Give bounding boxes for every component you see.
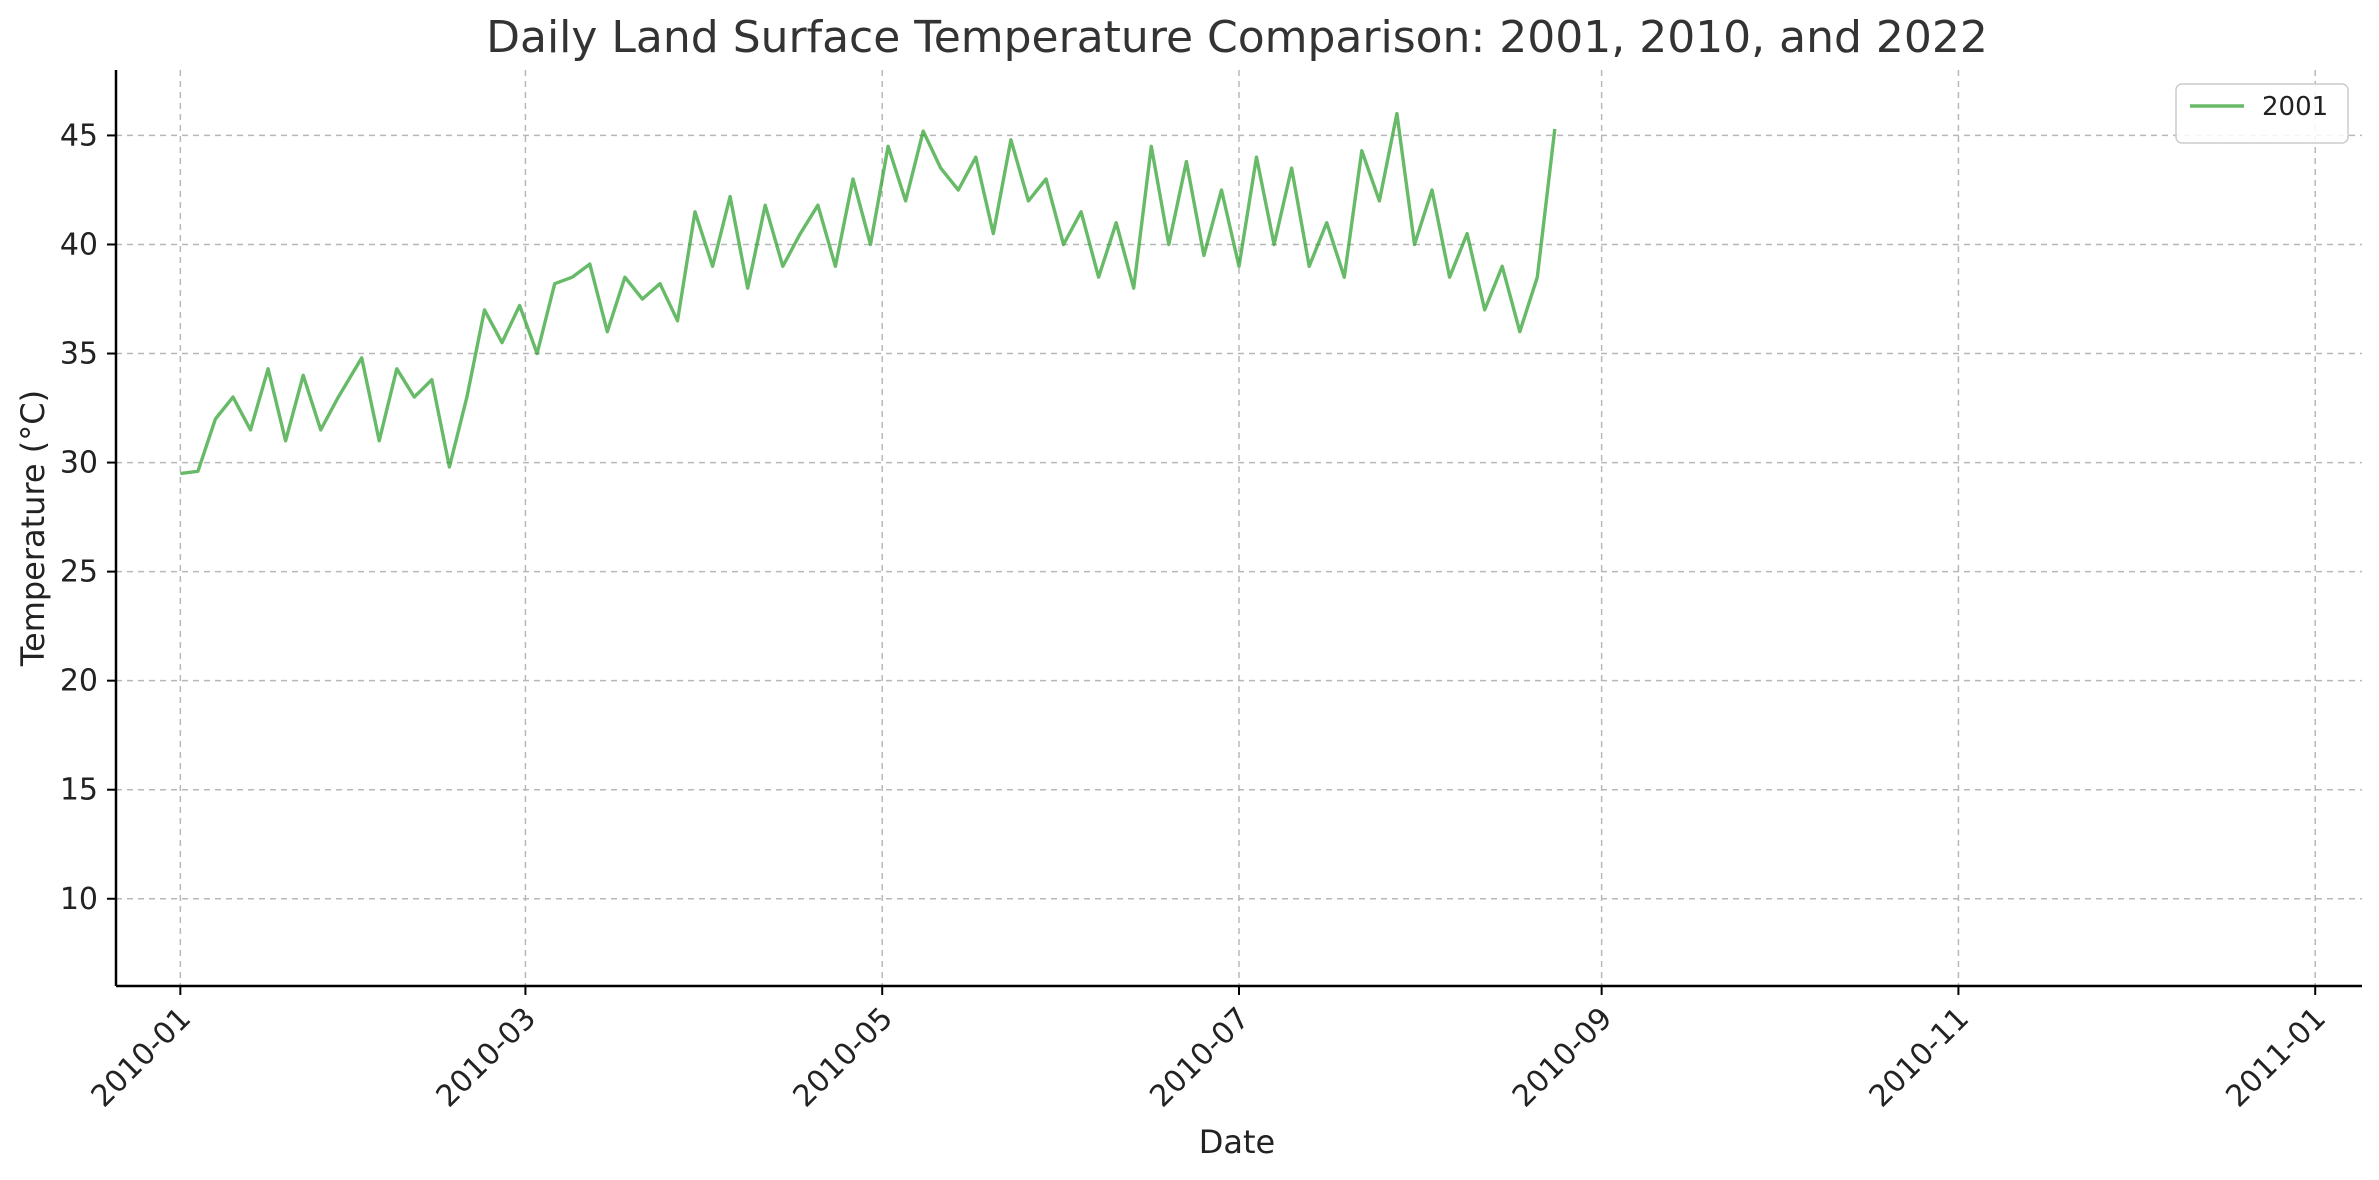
y-tick-label-20: 20	[60, 664, 98, 699]
axes	[107, 70, 2362, 995]
y-tick-label-30: 30	[60, 446, 98, 481]
y-tick-label-25: 25	[60, 555, 98, 590]
y-tick-label-10: 10	[60, 882, 98, 917]
series-lines	[180, 111, 1557, 476]
tick-labels: 10 15 20 25 30 35 40 45 2010-01 2010-03 2010-05 201…	[60, 118, 2333, 1114]
y-tick-label-40: 40	[60, 227, 98, 262]
x-tick-label-2011-01: 2011-01	[2219, 1001, 2332, 1114]
x-tick-label-2010-07: 2010-07	[1143, 1001, 1256, 1114]
y-tick-label-45: 45	[60, 118, 98, 153]
grid-lines	[116, 70, 2362, 986]
x-tick-label-2010-01: 2010-01	[85, 1001, 198, 1114]
x-tick-label-2010-03: 2010-03	[430, 1001, 543, 1114]
y-tick-label-15: 15	[60, 773, 98, 808]
y-tick-label-35: 35	[60, 337, 98, 372]
x-tick-label-2010-11: 2010-11	[1863, 1001, 1976, 1114]
series-line-2001-segment-0	[180, 111, 1557, 476]
x-tick-label-2010-09: 2010-09	[1506, 1001, 1619, 1114]
legend: 2001	[2175, 83, 2349, 144]
legend-box	[2175, 83, 2349, 144]
y-axis-label: Temperature (°C)	[14, 390, 52, 667]
legend-label-2001: 2001	[2262, 92, 2328, 122]
chart-title: Daily Land Surface Temperature Compariso…	[486, 12, 1988, 63]
x-axis-label: Date	[1199, 1123, 1275, 1161]
x-tick-label-2010-05: 2010-05	[786, 1001, 899, 1114]
